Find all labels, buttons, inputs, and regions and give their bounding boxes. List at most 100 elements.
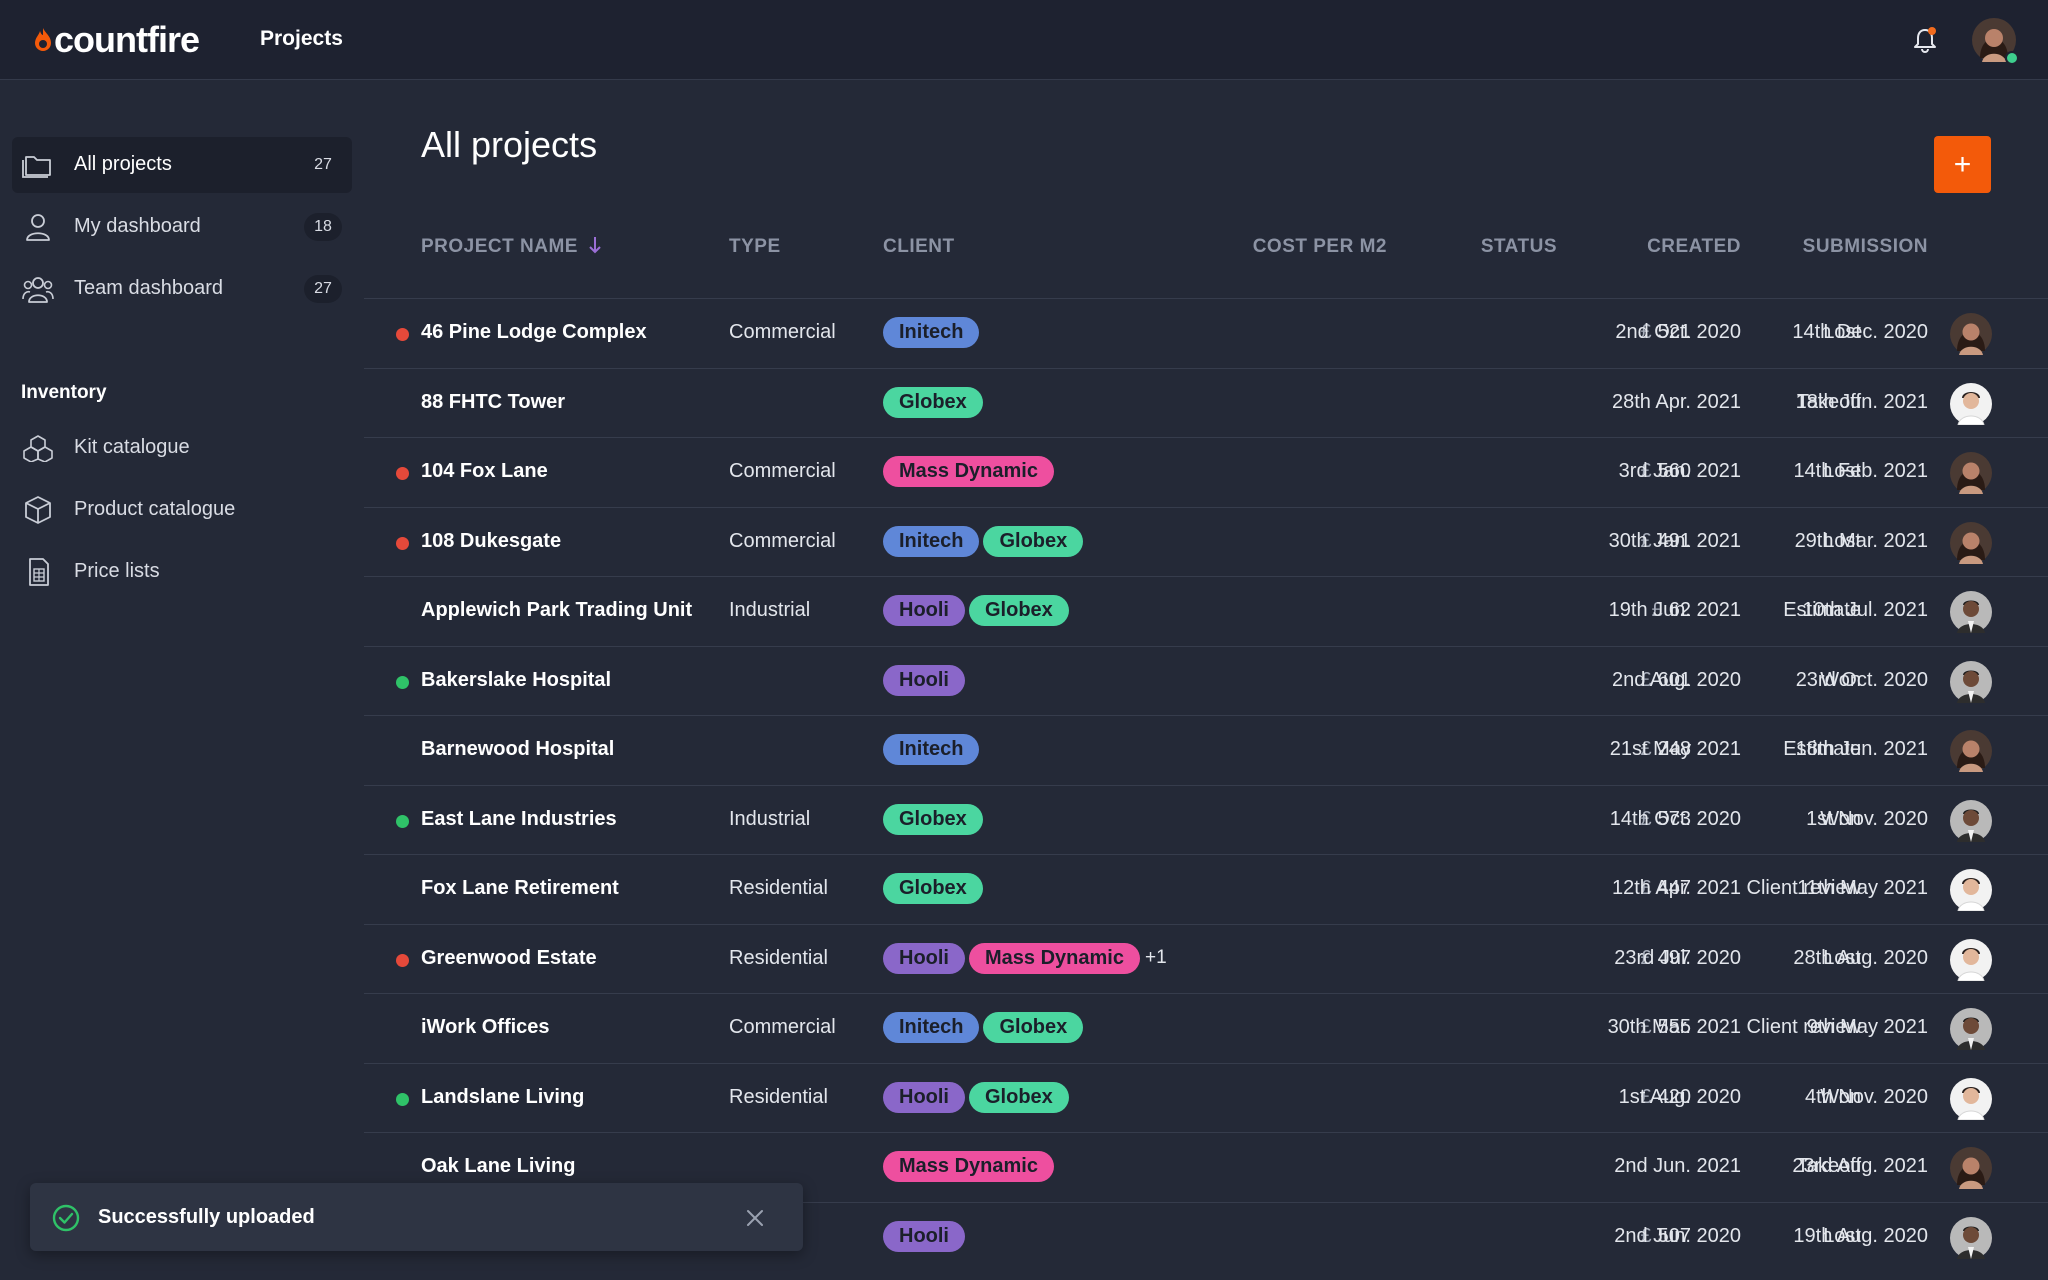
currency-symbol: £ [1640, 877, 1652, 899]
sidebar-item-count: 18 [304, 213, 342, 241]
project-name[interactable]: Bakerslake Hospital [421, 668, 612, 691]
table-row[interactable]: Bakerslake Hospital Hooli £601 Won 2nd Aug. … [364, 645, 2048, 715]
client-tag-mass-dynamic[interactable]: Mass Dynamic [883, 1151, 1054, 1182]
cost-value: 248 [1657, 738, 1691, 760]
nav-projects-link[interactable]: Projects [260, 27, 343, 50]
project-name[interactable]: Barnewood Hospital [421, 738, 615, 760]
sidebar-item-product-catalogue[interactable]: Product catalogue [12, 482, 352, 538]
created-date: 12th Apr. 2021 [1611, 877, 1741, 899]
assignee-avatar[interactable] [1950, 730, 1992, 772]
user-icon [26, 214, 50, 241]
client-tag-hooli[interactable]: Hooli [883, 1220, 965, 1252]
project-status: Estimate [1783, 599, 1861, 621]
project-type: Industrial [729, 599, 811, 621]
sidebar-item-all-projects[interactable]: All projects 27 [12, 137, 352, 193]
assignee-avatar[interactable] [1950, 382, 1992, 425]
created-date: 23rd Jul. 2020 [1614, 946, 1741, 969]
assignee-avatar[interactable] [1950, 799, 1992, 842]
assignee-avatar[interactable] [1950, 1008, 1992, 1050]
column-header-type[interactable]: TYPE [729, 236, 781, 257]
client-tag-globex[interactable]: Globex [883, 873, 983, 904]
assignee-avatar[interactable] [1950, 1147, 1992, 1189]
table-row[interactable]: Landslane Living Residential Hooli Globex £4… [364, 1062, 2048, 1132]
assignee-avatar[interactable] [1950, 313, 1992, 355]
table-row[interactable]: 104 Fox Lane Commercial Mass Dynamic £560 Lo… [364, 437, 2048, 506]
cost-value: 573 [1657, 807, 1691, 830]
project-name[interactable]: East Lane Industries [421, 807, 617, 830]
client-tag-hooli[interactable]: Hooli [883, 942, 965, 974]
project-name[interactable]: Applewich Park Trading Unit [421, 599, 693, 621]
client-tag-mass-dynamic[interactable]: Mass Dynamic [883, 456, 1054, 487]
client-tag-globex[interactable]: Globex [883, 803, 983, 835]
assignee-avatar[interactable] [1950, 452, 1992, 494]
table-row[interactable]: East Lane Industries Industrial Globex £573… [364, 784, 2048, 854]
table-row[interactable]: 46 Pine Lodge Complex Commercial Initech £5… [364, 298, 2048, 367]
client-tag-globex[interactable]: Globex [883, 386, 983, 418]
table-row[interactable]: 108 Dukesgate Commercial Initech Globex £491… [364, 506, 2048, 576]
project-name[interactable]: 88 FHTC Tower [421, 390, 566, 413]
client-tag-globex[interactable]: Globex [983, 1012, 1084, 1043]
sidebar-item-price-lists[interactable]: Price lists [12, 544, 352, 600]
client-tag-globex[interactable]: Globex [969, 1081, 1069, 1113]
cost-per-m2: £497 [1641, 947, 1692, 970]
project-name[interactable]: 104 Fox Lane [421, 460, 548, 482]
column-header-cost[interactable]: COST PER M2 [1252, 236, 1387, 257]
project-type: Residential [729, 877, 828, 899]
currency-symbol: £ [1640, 807, 1652, 830]
client-tag-hooli[interactable]: Hooli [883, 595, 965, 626]
sidebar-item-my-dashboard[interactable]: My dashboard 18 [12, 199, 352, 255]
price-list-icon [29, 558, 49, 586]
assignee-avatar[interactable] [1950, 869, 1992, 911]
sidebar-item-label: Product catalogue [74, 498, 236, 520]
column-header-created[interactable]: CREATED [1647, 236, 1741, 257]
status-indicator-dot [396, 328, 409, 341]
table-row[interactable]: 88 FHTC Tower Globex Takeoff 28th Apr. 2021… [364, 367, 2048, 437]
assignee-avatar[interactable] [1950, 1077, 1992, 1120]
client-tag-initech[interactable]: Initech [883, 317, 980, 348]
project-name[interactable]: Landslane Living [421, 1085, 585, 1108]
submission-date: 11th May 2021 [1797, 877, 1928, 899]
project-name[interactable]: iWork Offices [421, 1016, 550, 1038]
table-row[interactable]: iWork Offices Commercial Initech Globex £555… [364, 993, 2048, 1062]
project-name[interactable]: Greenwood Estate [421, 946, 597, 969]
sidebar-item-team-dashboard[interactable]: Team dashboard 27 [12, 261, 352, 317]
column-header-client[interactable]: CLIENT [883, 236, 955, 257]
assignee-avatar[interactable] [1950, 521, 1992, 564]
assignee-avatar[interactable] [1950, 938, 1992, 981]
sidebar-item-kit-catalogue[interactable]: Kit catalogue [12, 420, 352, 476]
table-row[interactable]: Fox Lane Retirement Residential Globex £447… [364, 854, 2048, 923]
client-tag-initech[interactable]: Initech [883, 1012, 980, 1043]
countfire-logo[interactable]: countfire [32, 19, 200, 61]
client-tag-mass-dynamic[interactable]: Mass Dynamic [969, 942, 1140, 974]
column-header-project-name[interactable]: PROJECT NAME [421, 236, 602, 258]
table-row[interactable]: Barnewood Hospital Initech £248 Estimate 21s… [364, 715, 2048, 784]
client-tag-initech[interactable]: Initech [883, 734, 980, 765]
assignee-avatar[interactable] [1950, 1216, 1992, 1259]
created-date: 2nd Jun. 2020 [1614, 1224, 1741, 1247]
table-row[interactable]: Oak Lane Living Mass Dynamic Takeoff 2nd Ju… [364, 1132, 2048, 1201]
submission-date: 4th Nov. 2020 [1804, 1085, 1928, 1108]
client-tag-globex[interactable]: Globex [983, 525, 1084, 557]
more-clients-count[interactable]: +1 [1144, 947, 1167, 968]
close-icon[interactable] [744, 1207, 766, 1229]
add-project-button[interactable]: + [1934, 136, 1991, 193]
client-tag-hooli[interactable]: Hooli [883, 664, 965, 696]
table-row[interactable]: Applewich Park Trading Unit Industrial Hoo… [364, 576, 2048, 645]
assignee-avatar[interactable] [1950, 591, 1992, 633]
project-name[interactable]: 108 Dukesgate [421, 529, 562, 552]
column-header-status[interactable]: STATUS [1480, 236, 1557, 257]
client-tag-globex[interactable]: Globex [969, 595, 1069, 626]
cost-value: 560 [1657, 460, 1691, 482]
user-avatar[interactable] [1972, 18, 2016, 62]
project-name[interactable]: 46 Pine Lodge Complex [421, 321, 647, 343]
client-tag-initech[interactable]: Initech [883, 525, 980, 557]
client-tag-hooli[interactable]: Hooli [883, 1081, 965, 1113]
assignee-avatar[interactable] [1950, 660, 1992, 703]
column-header-submission[interactable]: SUBMISSION [1802, 236, 1928, 257]
project-name[interactable]: Fox Lane Retirement [421, 877, 619, 899]
project-status: Lost [1823, 946, 1861, 969]
table-row[interactable]: Greenwood Estate Residential Hooli Mass Dyn… [364, 923, 2048, 993]
project-type: Commercial [729, 460, 836, 482]
project-name[interactable]: Oak Lane Living [421, 1155, 576, 1177]
